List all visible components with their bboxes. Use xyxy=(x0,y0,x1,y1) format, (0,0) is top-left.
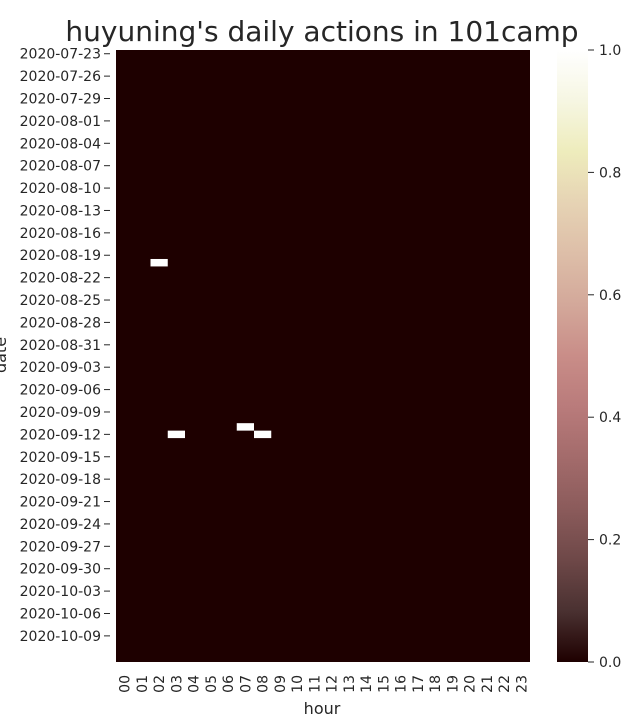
y-tick-label: 2020-09-30 xyxy=(20,562,101,578)
colorbar-tick-label: 0.8 xyxy=(599,165,621,181)
y-tick-label: 2020-09-21 xyxy=(20,495,101,511)
y-tick-label: 2020-08-19 xyxy=(20,248,101,264)
y-tick-label: 2020-10-06 xyxy=(20,606,101,622)
y-tick-label: 2020-07-23 xyxy=(20,47,101,63)
y-tick-label: 2020-08-07 xyxy=(20,159,101,175)
x-tick-label: 05 xyxy=(204,675,220,693)
x-tick-label: 09 xyxy=(273,675,289,693)
y-tick-label: 2020-07-29 xyxy=(20,92,101,108)
heatmap-cell xyxy=(236,423,254,431)
colorbar-tick-label: 0.0 xyxy=(599,655,621,671)
x-tick-label: 15 xyxy=(376,675,392,693)
y-tick-label: 2020-08-22 xyxy=(20,271,101,287)
heatmap-cell xyxy=(150,258,168,267)
y-tick-label: 2020-09-18 xyxy=(20,472,101,488)
chart-title: huyuning's daily actions in 101camp xyxy=(65,15,578,48)
colorbar-tick-label: 0.2 xyxy=(599,533,621,549)
x-tick-label: 23 xyxy=(514,675,530,693)
x-tick-label: 19 xyxy=(445,675,461,693)
x-tick-label: 06 xyxy=(221,675,237,693)
heatmap-cell xyxy=(167,430,185,439)
x-tick-label: 12 xyxy=(325,675,341,693)
y-tick-label: 2020-08-01 xyxy=(20,114,101,130)
colorbar-tick-label: 0.4 xyxy=(599,410,621,426)
y-tick-label: 2020-09-24 xyxy=(20,517,101,533)
y-tick-label: 2020-09-15 xyxy=(20,450,101,466)
y-tick-label: 2020-08-10 xyxy=(20,181,101,197)
x-tick-label: 02 xyxy=(152,675,168,693)
colorbar-ticks: 0.0 0.2 0.4 0.6 0.8 1.0 xyxy=(588,43,621,671)
y-tick-label: 2020-08-16 xyxy=(20,226,101,242)
heatmap-grid xyxy=(116,50,530,662)
x-tick-label: 20 xyxy=(463,675,479,693)
x-tick-label: 21 xyxy=(480,675,496,693)
y-tick-label: 2020-07-26 xyxy=(20,69,101,85)
y-axis-ticks: 2020-07-23 2020-07-26 2020-07-29 2020-08-01… xyxy=(20,47,110,645)
y-tick-label: 2020-09-03 xyxy=(20,360,101,376)
x-tick-label: 18 xyxy=(428,675,444,693)
y-axis-label: date xyxy=(0,337,10,373)
y-tick-label: 2020-09-06 xyxy=(20,383,101,399)
x-tick-label: 10 xyxy=(290,675,306,693)
x-tick-label: 03 xyxy=(169,675,185,693)
colorbar-tick-label: 0.6 xyxy=(599,288,621,304)
x-tick-label: 01 xyxy=(135,675,151,693)
y-tick-label: 2020-08-28 xyxy=(20,315,101,331)
x-tick-label: 08 xyxy=(256,675,272,693)
y-tick-label: 2020-10-03 xyxy=(20,584,101,600)
y-tick-label: 2020-10-09 xyxy=(20,629,101,645)
colorbar-tick-label: 1.0 xyxy=(599,43,621,59)
y-tick-label: 2020-08-25 xyxy=(20,293,101,309)
y-tick-label: 2020-09-12 xyxy=(20,427,101,443)
y-tick-label: 2020-08-31 xyxy=(20,338,101,354)
x-axis-label: hour xyxy=(304,699,341,718)
colorbar xyxy=(557,50,588,662)
x-tick-label: 14 xyxy=(359,675,375,693)
x-axis-ticks: 00 01 02 03 04 05 06 07 08 09 10 11 12 13 14 15 16 17 18 19… xyxy=(118,675,531,693)
x-tick-label: 22 xyxy=(497,675,513,693)
y-tick-label: 2020-09-27 xyxy=(20,539,101,555)
y-tick-label: 2020-08-13 xyxy=(20,203,101,219)
x-tick-label: 07 xyxy=(238,675,254,693)
heatmap-background xyxy=(116,50,530,662)
y-tick-label: 2020-09-09 xyxy=(20,405,101,421)
x-tick-label: 00 xyxy=(118,675,134,693)
x-tick-label: 04 xyxy=(187,675,203,693)
y-tick-label: 2020-08-04 xyxy=(20,136,101,152)
heatmap-cell xyxy=(254,430,272,439)
x-tick-label: 16 xyxy=(394,675,410,693)
x-tick-label: 13 xyxy=(342,675,358,693)
x-tick-label: 11 xyxy=(307,675,323,693)
x-tick-label: 17 xyxy=(411,675,427,693)
